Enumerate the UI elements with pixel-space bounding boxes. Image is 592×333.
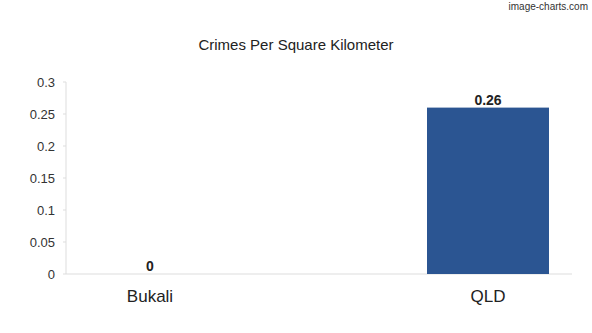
y-tick-label: 0.2 [37,139,55,154]
y-tick [63,114,66,115]
chart: image-charts.com Crimes Per Square Kilome… [0,0,592,333]
bar [427,108,549,274]
x-tick-label: QLD [471,287,506,306]
y-tick [63,146,66,147]
y-tick-label: 0.25 [30,107,55,122]
y-tick [63,242,66,243]
y-tick [63,210,66,211]
y-tick-label: 0.1 [37,203,55,218]
y-tick-label: 0.05 [30,235,55,250]
data-label: 0.26 [474,92,501,108]
data-label: 0 [146,258,154,274]
title: Crimes Per Square Kilometer [198,36,393,53]
y-tick-label: 0 [48,267,55,282]
y-tick [63,178,66,179]
x-tick-label: Bukali [127,287,173,306]
annotation: image-charts.com [509,1,588,12]
bars [427,108,549,274]
y-tick-label: 0.15 [30,171,55,186]
y-tick-label: 0.3 [37,75,55,90]
y-tick [63,274,66,275]
y-tick [63,82,66,83]
